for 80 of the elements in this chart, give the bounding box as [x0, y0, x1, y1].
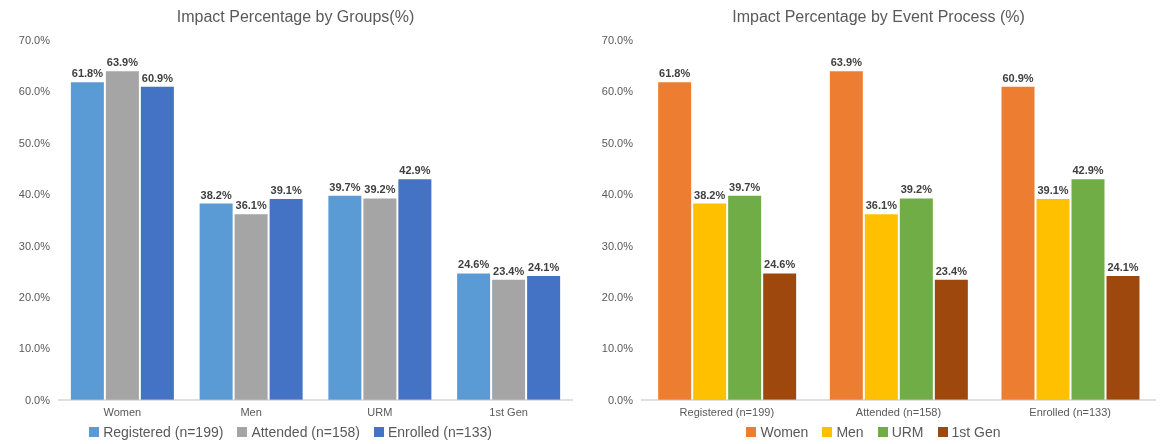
bar	[899, 198, 933, 400]
y-tick-label: 30.0%	[601, 239, 634, 252]
legend-label: Men	[835, 424, 864, 440]
data-label: 60.9%	[1002, 71, 1034, 84]
data-label: 39.7%	[329, 180, 361, 193]
bar	[234, 214, 268, 400]
y-tick-label: 50.0%	[18, 136, 51, 149]
legend-label: Attended (n=158)	[250, 424, 360, 440]
bar	[199, 203, 233, 400]
legend-label: Women	[759, 424, 809, 440]
legend-label: Registered (n=199)	[102, 424, 224, 440]
data-label: 61.8%	[659, 67, 691, 80]
y-tick-label: 20.0%	[601, 291, 634, 304]
data-label: 39.2%	[900, 183, 933, 196]
bar	[457, 273, 491, 400]
bar	[728, 195, 762, 400]
data-label: 24.6%	[458, 258, 490, 271]
data-label: 23.4%	[493, 264, 525, 277]
legend-label: URM	[890, 424, 924, 440]
y-tick-label: 30.0%	[18, 239, 51, 252]
bar	[829, 71, 863, 400]
data-label: 24.1%	[528, 261, 560, 274]
bar	[864, 214, 898, 400]
bar	[527, 276, 561, 400]
data-label: 60.9%	[141, 71, 174, 84]
data-label: 42.9%	[399, 164, 431, 177]
bar	[693, 203, 727, 400]
data-label: 42.9%	[1072, 164, 1104, 177]
legend-label: Enrolled (n=133)	[386, 424, 492, 440]
data-label: 39.1%	[1037, 183, 1069, 196]
data-label: 36.1%	[865, 199, 898, 212]
x-tick-label: 1st Gen	[489, 405, 528, 418]
y-tick-label: 40.0%	[18, 188, 51, 201]
bar	[398, 179, 432, 400]
bar	[1071, 179, 1105, 400]
bar	[763, 273, 797, 400]
data-label: 23.4%	[935, 264, 968, 277]
x-tick-label: URM	[367, 405, 393, 418]
data-label: 38.2%	[200, 188, 232, 201]
y-tick-label: 10.0%	[18, 342, 51, 355]
bar	[328, 195, 362, 400]
bar	[1036, 198, 1070, 400]
y-tick-label: 70.0%	[18, 33, 51, 46]
x-tick-label: Attended (n=158)	[855, 405, 942, 418]
bar	[1106, 276, 1140, 400]
y-tick-label: 10.0%	[601, 342, 634, 355]
bar	[934, 279, 968, 400]
legend-label: 1st Gen	[950, 424, 1001, 440]
bar	[140, 86, 174, 400]
bar	[70, 82, 104, 400]
data-label: 61.8%	[71, 67, 104, 80]
data-label: 36.1%	[235, 199, 267, 212]
y-tick-label: 60.0%	[18, 85, 51, 98]
y-tick-label: 0.0%	[607, 393, 634, 406]
y-tick-label: 20.0%	[18, 291, 51, 304]
y-tick-label: 0.0%	[24, 393, 51, 406]
chart-title: Impact Percentage by Groups(%)	[175, 8, 416, 27]
bar	[269, 198, 303, 400]
data-label: 63.9%	[106, 56, 139, 69]
bar	[105, 71, 139, 400]
y-tick-label: 60.0%	[601, 85, 634, 98]
y-tick-label: 40.0%	[601, 188, 634, 201]
data-label: 38.2%	[694, 188, 726, 201]
x-tick-label: Registered (n=199)	[679, 405, 775, 418]
x-tick-label: Women	[103, 405, 142, 418]
bar	[658, 82, 692, 400]
x-tick-label: Men	[240, 405, 262, 418]
bar	[492, 279, 526, 400]
chart-title: Impact Percentage by Event Process (%)	[731, 8, 1026, 27]
data-label: 39.1%	[270, 183, 302, 196]
bar	[363, 198, 397, 400]
y-tick-label: 70.0%	[601, 33, 634, 46]
y-tick-label: 50.0%	[601, 136, 634, 149]
data-label: 63.9%	[830, 56, 863, 69]
data-label: 24.1%	[1107, 261, 1139, 274]
bar	[1001, 86, 1035, 400]
x-tick-label: Enrolled (n=133)	[1029, 405, 1111, 418]
data-label: 24.6%	[764, 258, 796, 271]
data-label: 39.2%	[364, 183, 396, 196]
data-label: 39.7%	[729, 180, 761, 193]
